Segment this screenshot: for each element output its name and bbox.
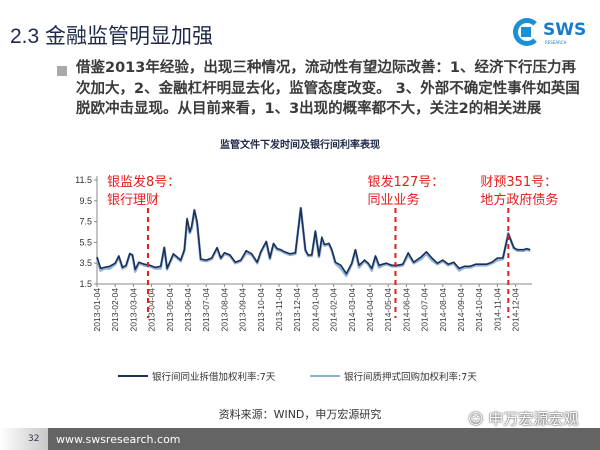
annotation-label: 银发127号： (367, 174, 444, 190)
x-tick-label: 2013-09-04 (238, 288, 248, 332)
x-tick-label: 2013-12-04 (292, 288, 302, 332)
x-tick-label: 2014-01-04 (310, 288, 320, 332)
annotation-label: 财预351号： (480, 175, 557, 190)
x-tick-label: 2014-08-04 (438, 288, 448, 332)
x-tick-label: 2013-04-04 (147, 288, 157, 332)
sws-logo: SWS RESEARCH (513, 18, 587, 52)
wechat-watermark: ☺ 申万宏源宏观 (468, 408, 578, 429)
x-tick-label: 2013-06-04 (183, 288, 193, 332)
annotation-label: 地方政府债务 (480, 192, 558, 208)
x-tick-label: 2013-05-04 (165, 288, 175, 332)
y-tick-label: 5.5 (79, 237, 92, 247)
watermark-text: 申万宏源宏观 (488, 410, 579, 428)
chart-title: 监管文件下发时间及银行间利率表现 (220, 140, 380, 151)
y-tick-label: 7.5 (79, 217, 92, 227)
x-tick-label: 2014-11-04 (492, 288, 502, 331)
logo-text: SWS (543, 20, 587, 40)
y-tick-label: 9.5 (79, 196, 92, 206)
legend-item-interbank-lending: 银行间同业拆借加权利率:7天 (118, 369, 275, 383)
x-tick-label: 2013-11-04 (274, 288, 284, 331)
y-tick-label: 3.5 (79, 258, 92, 268)
legend-line-dark (118, 375, 148, 377)
annotation-label: 银监发8号： (107, 174, 180, 190)
legend-item-repo: 银行间质押式回购加权利率:7天 (310, 369, 477, 383)
x-tick-label: 2014-12-04 (511, 288, 521, 332)
x-tick-label: 2013-07-04 (201, 288, 211, 332)
x-tick-label: 2013-08-04 (219, 288, 229, 332)
x-tick-label: 2013-03-04 (128, 288, 138, 332)
y-tick-label: 11.5 (75, 175, 92, 185)
x-tick-label: 2014-04-04 (365, 288, 375, 332)
x-tick-label: 2014-09-04 (456, 288, 466, 332)
legend-label: 银行间质押式回购加权利率:7天 (344, 372, 477, 383)
footer-url[interactable]: www.swsresearch.com (56, 433, 181, 446)
legend-line-light (310, 375, 340, 377)
page-number: 32 (28, 434, 40, 444)
logo-sub: RESEARCH (545, 40, 567, 45)
source-note: 资料来源：WIND，申万宏源研究 (218, 408, 382, 421)
x-tick-label: 2014-06-04 (401, 288, 411, 332)
x-tick-label: 2013-10-04 (256, 288, 266, 332)
bullet-text: 借鉴2013年经验，出现三种情况，流动性有望边际改善：1、经济下行压力再次加大，… (76, 60, 580, 117)
x-tick-label: 2014-10-04 (474, 288, 484, 332)
bullet-square-icon (57, 66, 67, 76)
page-number-box: 32 (0, 428, 48, 450)
wechat-icon: ☺ (468, 410, 489, 428)
series-line-0 (96, 207, 531, 275)
footer-bar: 32 www.swsresearch.com (0, 428, 600, 450)
page-title: 2.3 金融监管明显加强 (10, 25, 214, 48)
x-tick-label: 2013-02-04 (110, 288, 120, 332)
x-tick-label: 2014-02-04 (329, 288, 339, 332)
x-tick-label: 2013-01-04 (92, 288, 102, 332)
legend-label: 银行间同业拆借加权利率:7天 (152, 372, 276, 383)
x-tick-label: 2014-05-04 (383, 288, 393, 332)
annotation-label: 银行理财 (107, 193, 159, 208)
y-tick-label: 1.5 (79, 279, 92, 289)
x-tick-label: 2014-03-04 (347, 288, 357, 332)
x-tick-label: 2014-07-04 (420, 288, 430, 332)
annotation-label: 同业业务 (367, 192, 419, 208)
